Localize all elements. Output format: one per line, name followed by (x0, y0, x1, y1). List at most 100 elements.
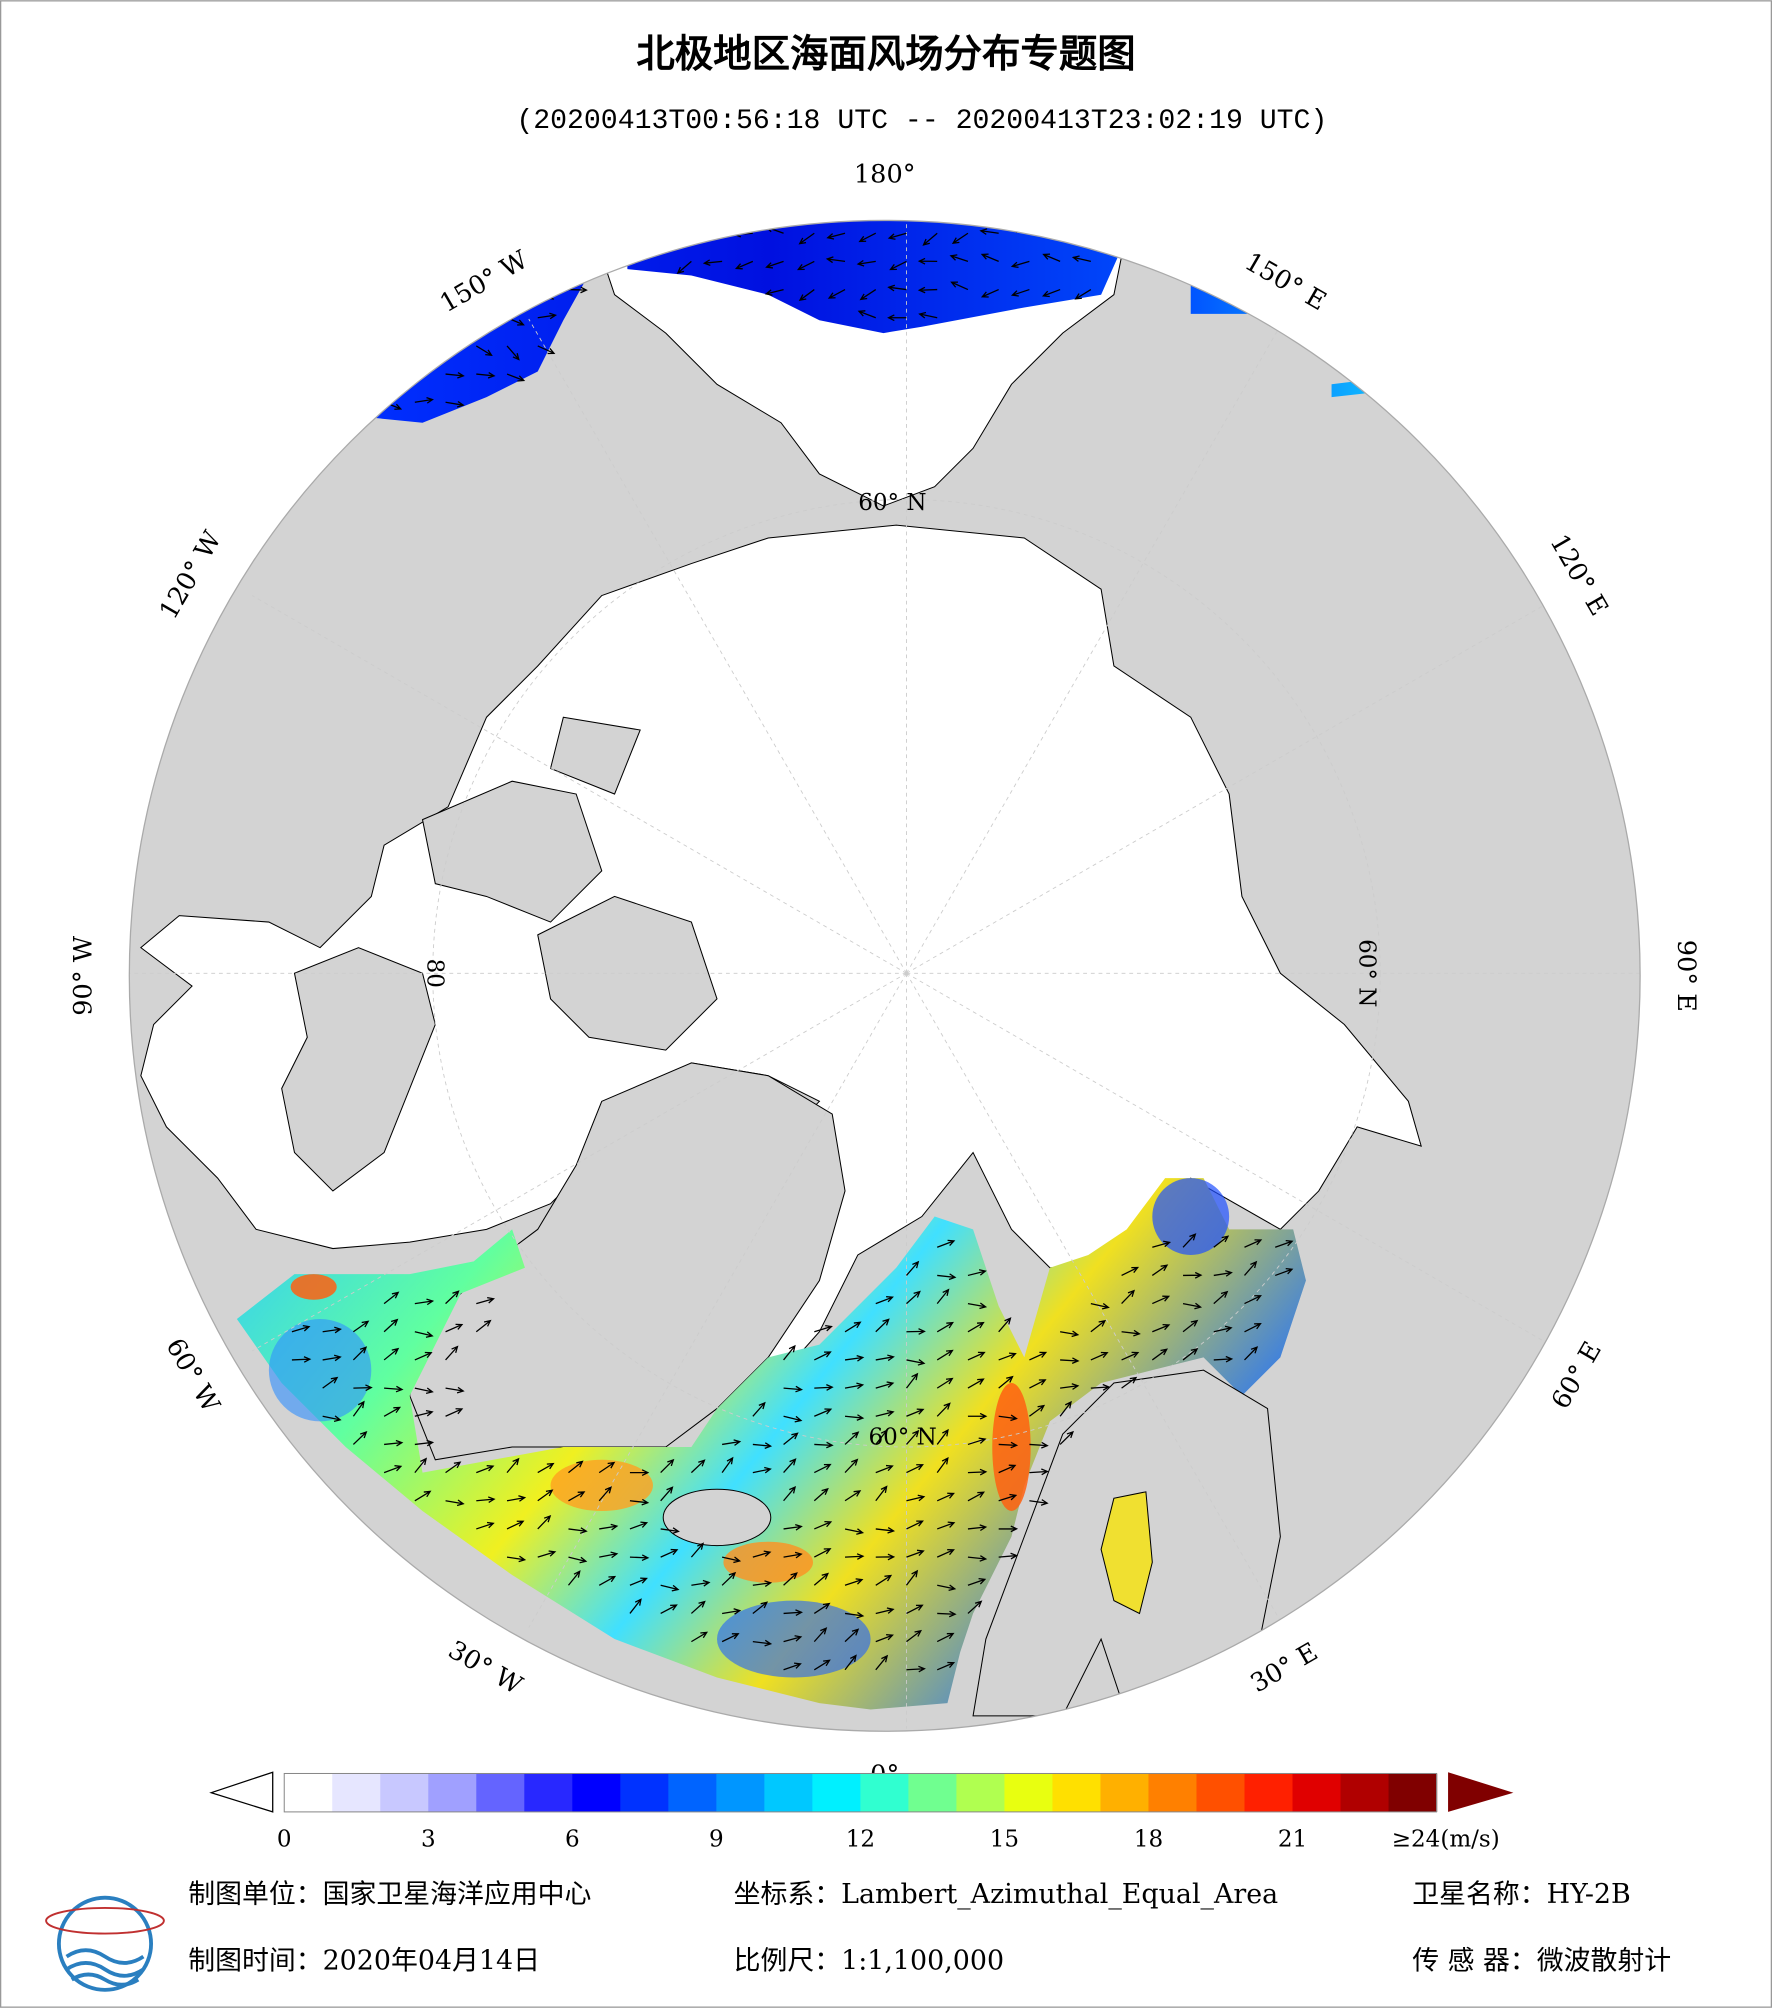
wind-arrow (383, 1347, 400, 1361)
wind-arrow (875, 1381, 895, 1389)
wind-arrow (352, 1400, 365, 1417)
wind-arrow (1060, 1383, 1080, 1390)
longitude-label: 90° W (69, 935, 99, 1015)
wind-arrow (599, 1523, 619, 1531)
wind-arrow (1213, 1325, 1233, 1333)
wind-arrow (445, 400, 465, 408)
wind-arrow (906, 1665, 926, 1673)
wind-arrow (813, 1659, 831, 1671)
wind-arrow (1121, 1329, 1141, 1337)
wind-arrow (1182, 1348, 1199, 1361)
wind-arrow (506, 1520, 525, 1530)
wind-arrow (875, 1553, 896, 1561)
wind-arrow (998, 1352, 1017, 1361)
wind-arrow (568, 1460, 584, 1474)
wind-arrow (476, 1296, 496, 1305)
wind-arrow (752, 1550, 772, 1558)
wind-arrow (936, 1288, 950, 1305)
wind-arrow (844, 1382, 865, 1390)
wind-arrow (875, 1296, 894, 1305)
wind-arrow (676, 260, 692, 275)
wind-arrow (629, 1469, 650, 1476)
colorbar-swatch (956, 1773, 1006, 1812)
wind-arrow (917, 286, 938, 294)
wind-arrow (1042, 253, 1061, 262)
wind-arrow (783, 1523, 803, 1531)
wind-arrow (906, 1494, 926, 1502)
wind-arrow (813, 1627, 828, 1643)
wind-arrow (660, 1548, 679, 1558)
wind-arrow (950, 281, 969, 291)
wind-arrow (967, 1378, 985, 1389)
wind-arrow (568, 1491, 586, 1502)
wind-arrow (844, 1553, 865, 1560)
wind-arrow (722, 1608, 742, 1615)
wind-arrow (414, 1351, 433, 1361)
wind-arrow (384, 1439, 404, 1447)
wind-arrow (1071, 255, 1091, 263)
colorbar-swatch (860, 1773, 910, 1812)
baltic (1100, 1491, 1153, 1615)
wind-arrow (1152, 1240, 1172, 1248)
colorbar-swatch (668, 1773, 717, 1812)
wind-arrow (445, 1323, 464, 1333)
wind-arrow (936, 1377, 954, 1389)
colorbar-swatch (1340, 1773, 1390, 1812)
wind-arrow (998, 1375, 1014, 1389)
wind-arrow (875, 1574, 893, 1586)
wind-arrow (690, 1459, 706, 1474)
wind-arrow (936, 1349, 954, 1361)
map-border (128, 219, 1641, 1732)
wind-vectors (291, 225, 1294, 1673)
colorbar-swatch (1196, 1773, 1246, 1812)
wind-arrow (918, 311, 938, 319)
wind-arrow (875, 1429, 888, 1445)
footer-projection: 坐标系：Lambert_Azimuthal_Equal_Area (734, 1879, 1279, 1910)
wind-arrow (827, 289, 846, 299)
wind-arrow (1029, 1379, 1047, 1389)
footer-unit: 制图单位：国家卫星海洋应用中心 (188, 1879, 591, 1910)
wind-arrow (476, 1521, 495, 1530)
map (129, 220, 1641, 1732)
wind-arrow (967, 1468, 988, 1476)
wind-arrow (414, 1457, 428, 1474)
wind-arrow (1275, 1268, 1294, 1277)
wind-arrow (722, 1439, 742, 1446)
colorbar-swatch (1148, 1773, 1198, 1812)
footer-scale: 比例尺：1:1,100,000 (734, 1945, 1004, 1976)
wind-arrow (506, 1457, 520, 1474)
colorbar-swatch (716, 1773, 766, 1812)
wind-arrow (629, 1577, 648, 1586)
colorbar-swatch (380, 1773, 429, 1812)
wind-arrow (1090, 1383, 1111, 1391)
wind-arrow (783, 1609, 803, 1617)
wind-arrow (660, 1604, 678, 1615)
wind-lowspot (268, 1318, 372, 1422)
wind-arrow (475, 1319, 492, 1333)
wind-arrow (506, 1555, 527, 1563)
wind-arrow (814, 1521, 833, 1530)
wind-arrow (1029, 1404, 1046, 1417)
wind-arrow (1213, 1270, 1233, 1277)
wind-arrow (1121, 1289, 1135, 1305)
wind-arrow (1010, 288, 1030, 297)
wind-arrow (889, 260, 907, 271)
wind-arrow (445, 1290, 460, 1305)
wind-arrow (734, 260, 754, 270)
wind-arrow (844, 1354, 865, 1362)
wind-arrow (998, 1493, 1018, 1502)
colorbar-tick-label: 0 (277, 1826, 292, 1852)
wind-arrow (752, 1442, 773, 1450)
wind-arrow (322, 1354, 342, 1362)
pacific-wind-field (358, 220, 1390, 423)
wind-arrow (936, 1521, 956, 1530)
iceland (662, 1488, 772, 1547)
wind-arrow (660, 1527, 680, 1535)
wind-arrow (1151, 1348, 1168, 1361)
wind-arrow (980, 253, 999, 262)
wind-arrow (1182, 1233, 1197, 1248)
wind-arrow (1121, 1266, 1140, 1277)
wind-arrow (937, 1610, 957, 1618)
wind-arrow (629, 1498, 650, 1506)
wind-arrow (814, 1463, 832, 1474)
